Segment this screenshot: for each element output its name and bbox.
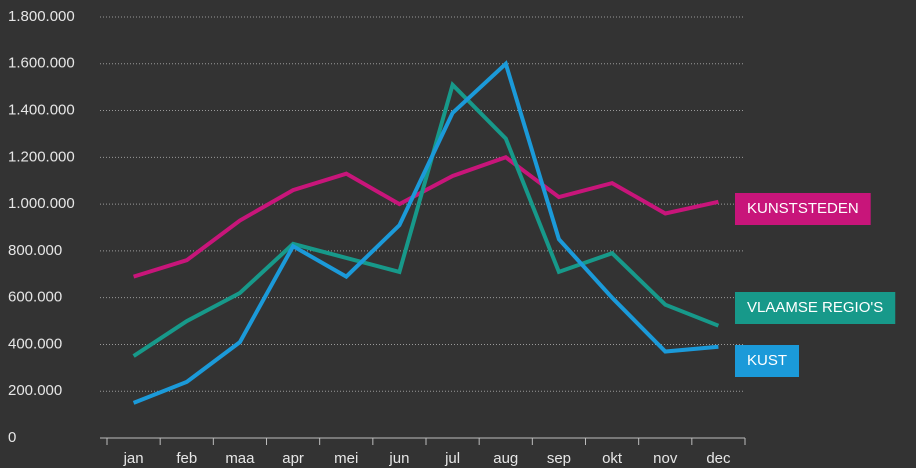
legend-label: KUST bbox=[747, 352, 787, 369]
y-tick-label: 600.000 bbox=[8, 289, 62, 306]
y-tick-label: 1.800.000 bbox=[8, 8, 75, 25]
y-tick-label: 400.000 bbox=[8, 335, 62, 352]
series-line bbox=[132, 80, 720, 358]
y-tick-label: 1.200.000 bbox=[8, 148, 75, 165]
y-tick-label: 200.000 bbox=[8, 382, 62, 399]
y-tick-label: 1.400.000 bbox=[8, 102, 75, 119]
legend-label: VLAAMSE REGIO'S bbox=[747, 299, 883, 316]
legend-swatch bbox=[735, 292, 896, 324]
legend-entry: KUNSTSTEDEN bbox=[735, 193, 871, 225]
series-line bbox=[132, 60, 719, 405]
x-tick-label: jun bbox=[388, 450, 409, 467]
legend-swatch bbox=[735, 193, 871, 225]
x-tick-label: mei bbox=[334, 450, 358, 467]
y-tick-label: 1.000.000 bbox=[8, 195, 75, 212]
x-tick-label: nov bbox=[653, 450, 678, 467]
legend-entry: KUST bbox=[735, 345, 800, 377]
legend-label: KUNSTSTEDEN bbox=[747, 200, 859, 217]
y-tick-label: 1.600.000 bbox=[8, 55, 75, 72]
series-line bbox=[133, 155, 719, 279]
x-tick-label: jul bbox=[444, 450, 460, 467]
x-tick-label: feb bbox=[176, 450, 197, 467]
legend-entry: VLAAMSE REGIO'S bbox=[735, 292, 896, 324]
x-tick-label: okt bbox=[602, 450, 623, 467]
x-tick-label: jan bbox=[123, 450, 144, 467]
y-tick-label: 0 bbox=[8, 429, 16, 446]
x-tick-label: apr bbox=[282, 450, 304, 467]
x-tick-label: maa bbox=[225, 450, 255, 467]
x-tick-label: sep bbox=[547, 450, 571, 467]
x-tick-label: dec bbox=[706, 450, 731, 467]
legend-swatch bbox=[735, 345, 800, 377]
x-tick-label: aug bbox=[493, 450, 518, 467]
y-tick-label: 800.000 bbox=[8, 242, 62, 259]
